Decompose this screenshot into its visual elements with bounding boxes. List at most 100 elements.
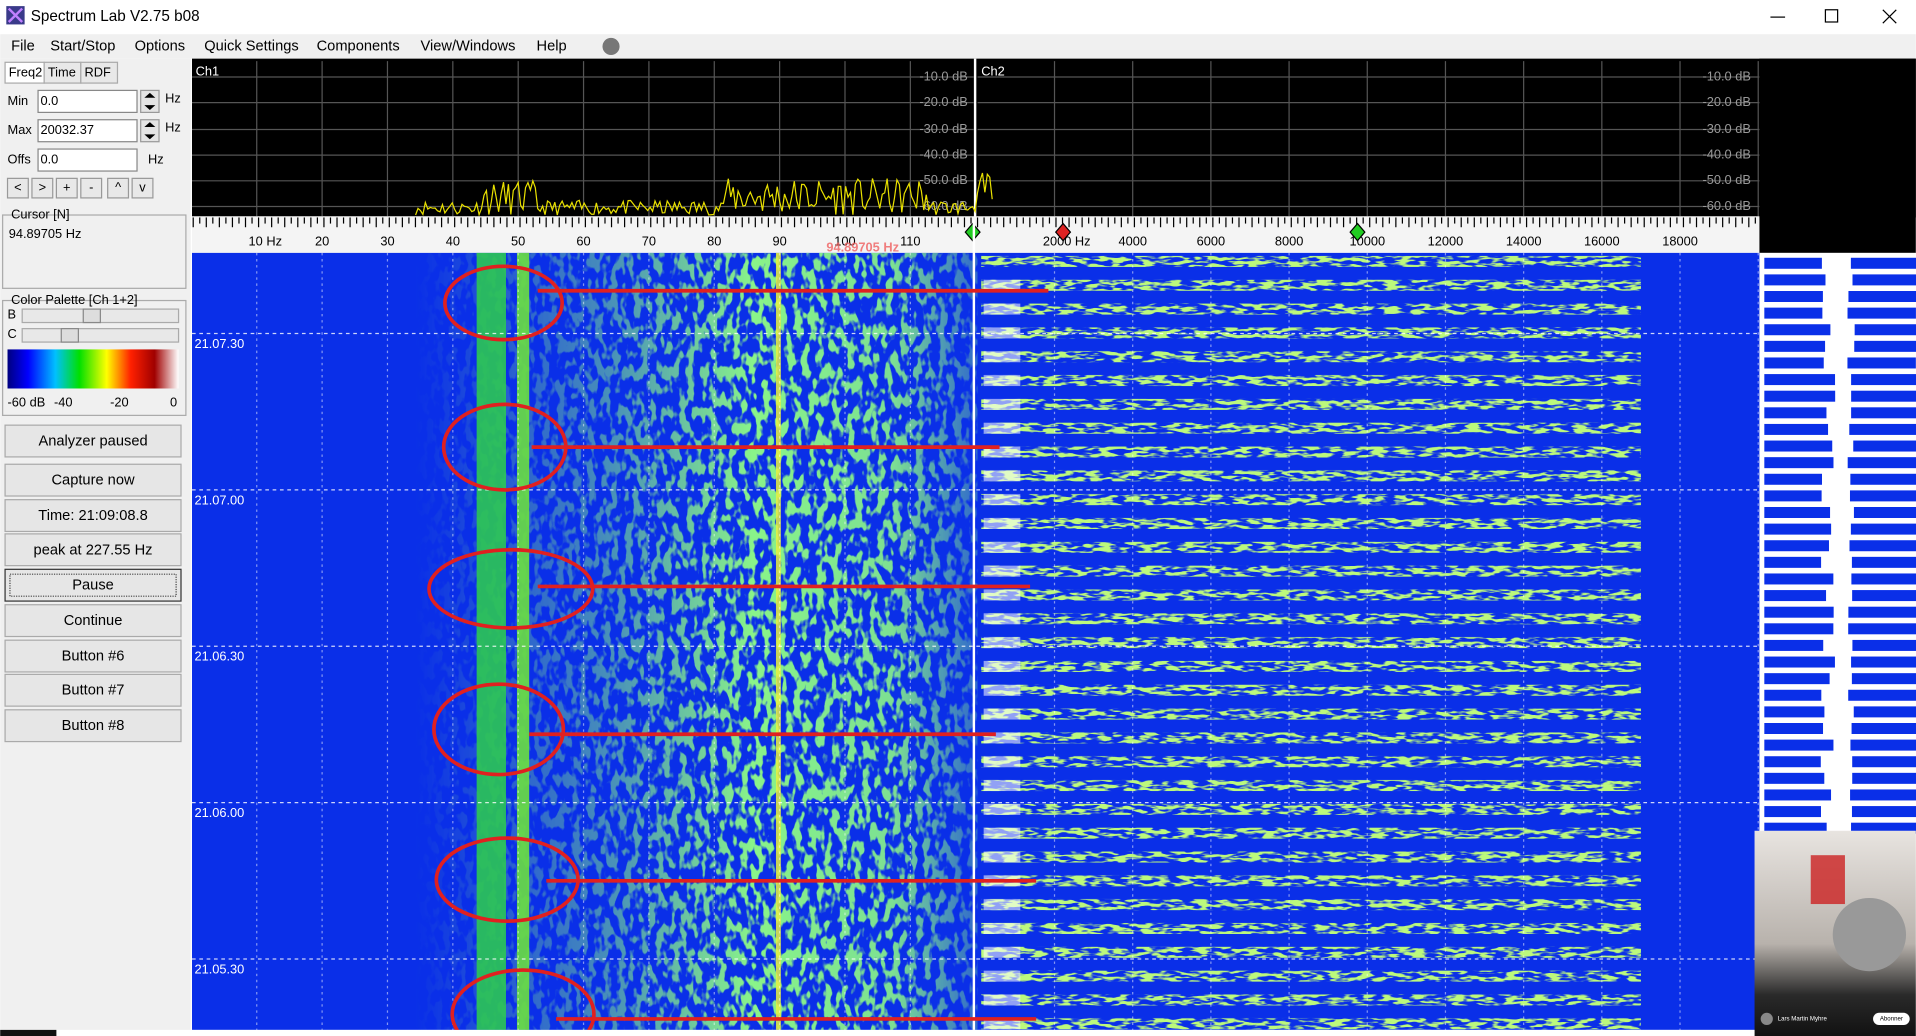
nav-button[interactable]	[131, 177, 154, 199]
menu-item[interactable]: Help	[537, 38, 567, 54]
level-bar	[1764, 673, 1830, 685]
button-label[interactable]: Continue	[64, 613, 123, 629]
button[interactable]	[4, 533, 182, 567]
input-box[interactable]	[37, 89, 138, 114]
level-bar	[1764, 324, 1831, 336]
level-bar	[1853, 507, 1916, 518]
scale: 10 Hz 20 30 40 50 60 70 80 90 100 110 2000 Hz 4000 60…	[192, 217, 1756, 254]
frequency-marker[interactable]	[1054, 222, 1072, 242]
button[interactable]	[4, 424, 182, 458]
tab-label[interactable]: Freq2	[9, 65, 42, 80]
nav-button-label[interactable]: >	[39, 180, 46, 195]
tab-label[interactable]: RDF	[84, 65, 111, 80]
palette-title: Color Palette [Ch 1+2]	[11, 292, 137, 307]
slider-thumb[interactable]	[82, 308, 101, 324]
freq-label: 30	[380, 233, 394, 248]
input-value[interactable]: 0.0	[41, 93, 59, 108]
freq-label: 12000	[1428, 233, 1464, 248]
menu-item[interactable]: Start/Stop	[50, 38, 115, 54]
level-bar	[1764, 374, 1836, 386]
level-bar	[1764, 307, 1823, 319]
input-box[interactable]	[37, 119, 138, 143]
frequency-marker[interactable]	[1349, 222, 1366, 242]
signal-band	[476, 252, 506, 1030]
button-label[interactable]: Analyzer paused	[38, 434, 147, 450]
level-bar	[1852, 639, 1916, 651]
level-bar	[1851, 390, 1916, 402]
signal-band	[516, 252, 530, 1030]
input-value[interactable]: 0.0	[41, 151, 59, 166]
spin-button[interactable]	[140, 119, 160, 143]
waterfall-noise-ch1	[415, 252, 978, 1030]
level-bar	[1764, 656, 1835, 668]
menu-bar	[0, 34, 1916, 59]
time-label: 21.05.30	[194, 961, 244, 976]
level-bar	[1851, 556, 1916, 568]
maximize-button[interactable]	[1824, 9, 1839, 23]
button-label[interactable]: Button #7	[62, 683, 125, 699]
palette-gradient	[7, 349, 179, 389]
nav-button-label[interactable]: +	[63, 180, 70, 195]
spectrum-trace	[414, 172, 993, 217]
nav-button[interactable]	[107, 177, 130, 199]
level-bar	[1852, 772, 1916, 784]
freq-label: 60	[576, 233, 590, 248]
tab-label[interactable]: Time	[48, 65, 76, 80]
button[interactable]	[4, 499, 182, 533]
nav-button-label[interactable]: ^	[115, 180, 121, 195]
level-bar	[1849, 490, 1916, 502]
channel-label: Ch1	[196, 63, 220, 78]
slider-label: C	[8, 326, 17, 341]
nav-button[interactable]	[31, 177, 54, 199]
nav-button[interactable]	[80, 177, 103, 199]
nav-button-label[interactable]: v	[139, 180, 146, 195]
button[interactable]	[4, 604, 182, 638]
status-indicator	[602, 37, 620, 55]
slider-track[interactable]	[21, 328, 180, 343]
tab[interactable]	[80, 61, 119, 84]
level-bar	[1764, 789, 1832, 801]
button-label[interactable]: Time: 21:09:08.8	[38, 508, 147, 524]
level-bar	[1764, 257, 1822, 269]
spin-button[interactable]	[140, 89, 160, 114]
button[interactable]	[4, 639, 182, 673]
level-bar	[1764, 739, 1834, 751]
cursor-title: Cursor [N]	[11, 206, 69, 221]
level-bar	[1764, 556, 1822, 568]
annotation-circle	[450, 968, 596, 1036]
level-bar	[1764, 689, 1822, 701]
slider-thumb[interactable]	[60, 328, 79, 343]
button[interactable]	[4, 463, 182, 497]
nav-button[interactable]	[6, 177, 29, 199]
nav-button[interactable]	[55, 177, 78, 199]
subscribe-label[interactable]: Abonner	[1880, 1016, 1903, 1023]
annotation-circle	[427, 547, 595, 630]
menu-item[interactable]: Components	[317, 38, 400, 54]
button[interactable]	[4, 673, 182, 707]
freq-label: 6000	[1197, 233, 1226, 248]
input-value[interactable]: 20032.37	[41, 122, 94, 137]
level-bar	[1764, 573, 1834, 585]
level-bar	[1847, 457, 1916, 469]
close-button[interactable]	[1882, 9, 1897, 24]
button-label[interactable]: Button #8	[62, 718, 125, 734]
subscribe-button[interactable]	[1873, 1012, 1910, 1026]
level-bar	[1848, 623, 1916, 635]
freq-label: 90	[772, 233, 786, 248]
nav-button-label[interactable]: <	[14, 180, 21, 195]
nav-button-label[interactable]: -	[89, 180, 93, 195]
menu-item[interactable]: File	[11, 38, 35, 54]
menu-item[interactable]: Quick Settings	[204, 38, 298, 54]
level-bar	[1852, 274, 1916, 286]
menu-item[interactable]: View/Windows	[420, 38, 515, 54]
time-label: 21.06.00	[194, 805, 244, 820]
button-label[interactable]: Capture now	[51, 473, 135, 489]
level-bar	[1764, 606, 1834, 618]
button-label[interactable]: Button #6	[62, 649, 125, 665]
db-label: -40.0 dB	[1702, 147, 1750, 162]
button-label[interactable]: peak at 227.55 Hz	[34, 542, 153, 558]
button-label[interactable]: Pause	[72, 578, 114, 594]
menu-item[interactable]: Options	[135, 38, 186, 54]
input-box[interactable]	[37, 148, 138, 172]
button[interactable]	[4, 709, 182, 743]
